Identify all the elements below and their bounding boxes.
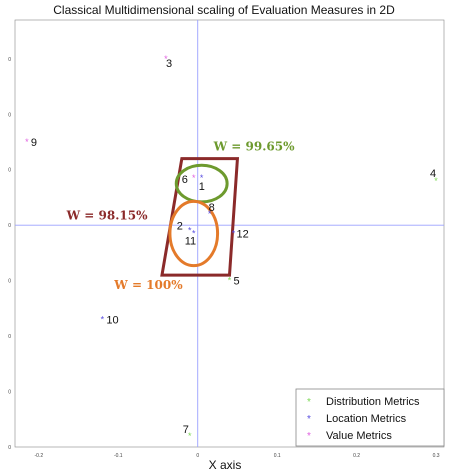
data-point-marker: * [434, 176, 438, 186]
data-point-label: 9 [31, 137, 37, 149]
data-point-marker: * [188, 226, 192, 236]
y-tick-label: 0 [8, 223, 11, 229]
data-point-label: 2 [177, 221, 183, 233]
data-point-label: 1 [199, 181, 205, 193]
x-tick-label: 0.1 [274, 453, 281, 459]
group-annotations [160, 157, 240, 277]
cluster-ellipse-orange [168, 199, 220, 268]
data-point-label: 11 [185, 236, 196, 248]
data-point-marker: * [200, 173, 204, 183]
data-points: *4* 5*7*1*8* 12*2*11* 10*3* 9*6 [25, 54, 438, 441]
y-tick-label: 0 [8, 445, 11, 451]
y-tick-label: 0 [8, 57, 11, 63]
data-point-marker: * [164, 54, 168, 64]
legend-marker-value: * [307, 431, 311, 442]
data-point-marker: * [188, 431, 192, 441]
plot-area [14, 19, 445, 448]
y-tick-label: 0 [8, 168, 11, 174]
x-tick-label: -0.2 [35, 453, 44, 459]
legend-label-location: Location Metrics [326, 413, 407, 425]
legend-label-value: Value Metrics [326, 430, 392, 442]
data-point-marker: * [228, 276, 232, 286]
x-tick-label: 0.2 [353, 453, 360, 459]
data-point-label: 5 [234, 276, 240, 288]
data-point-marker: * [232, 229, 236, 239]
data-point-label: 4 [430, 168, 436, 180]
legend-label-distribution: Distribution Metrics [326, 396, 420, 408]
y-tick-label: 0 [8, 279, 11, 285]
data-point-marker: * [208, 209, 212, 219]
data-point-label: 10 [106, 314, 118, 326]
data-point-marker: * [192, 229, 196, 239]
legend: * Distribution Metrics * Location Metric… [295, 388, 445, 447]
y-tick-label: 0 [8, 390, 11, 396]
y-tick-labels: 0 0 0 0 0 0 0 0 [8, 57, 11, 451]
y-tick-label: 0 [8, 334, 11, 340]
annotation-w-99-65: W = 99.65% [213, 139, 295, 153]
legend-marker-distribution: * [307, 397, 311, 408]
annotation-w-100: W = 100% [113, 278, 183, 292]
data-point-label: 3 [166, 58, 172, 70]
x-axis-label: X axis [209, 458, 242, 472]
annotation-w-98-15: W = 98.15% [66, 209, 148, 223]
x-tick-label: 0 [196, 453, 199, 459]
data-point-label: 8 [209, 202, 215, 214]
y-tick-label: 0 [8, 112, 11, 118]
data-point-label: 6 [182, 174, 188, 186]
data-point-marker: * [192, 173, 196, 183]
chart-title: Classical Multidimensional scaling of Ev… [53, 3, 395, 17]
legend-box [295, 388, 445, 447]
x-tick-label: -0.1 [114, 453, 123, 459]
data-point-label: 7 [183, 424, 189, 436]
data-point-marker: * [25, 137, 29, 147]
x-tick-labels: -0.2 -0.1 0 0.1 0.2 0.3 [35, 453, 440, 459]
x-tick-label: 0.3 [433, 453, 440, 459]
data-point-marker: * [101, 314, 105, 324]
data-point-label: 12 [236, 229, 248, 241]
legend-marker-location: * [307, 414, 311, 425]
